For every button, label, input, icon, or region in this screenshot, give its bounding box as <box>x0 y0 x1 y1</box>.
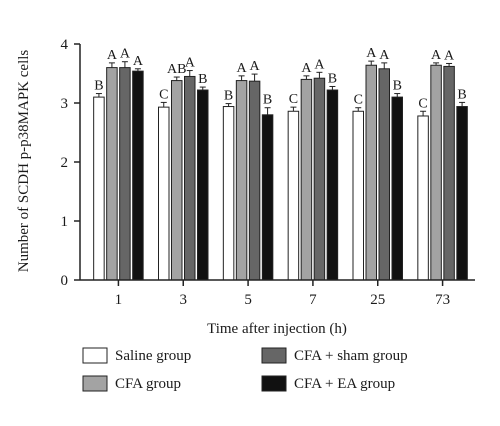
bar <box>287 110 300 281</box>
significance-label: B <box>457 87 466 102</box>
bar <box>132 70 144 281</box>
significance-label: A <box>185 56 196 71</box>
legend-label: CFA + sham group <box>294 348 408 364</box>
x-tick-label: 7 <box>309 292 317 308</box>
significance-label: B <box>94 79 103 94</box>
axes: 0 1 2 3 4 1 3 5 7 25 73 <box>61 37 475 308</box>
y-tick-label: 3 <box>61 96 69 112</box>
bar <box>313 77 326 281</box>
legend: Saline group CFA group CFA + sham group CFA… <box>82 347 408 392</box>
legend-swatch <box>261 375 287 392</box>
significance-label: A <box>444 48 455 63</box>
bar <box>261 114 274 281</box>
significance-label: A <box>133 54 144 69</box>
bar <box>235 80 248 281</box>
bar <box>326 89 339 281</box>
legend-swatch <box>82 347 108 364</box>
x-tick-label: 73 <box>435 292 450 308</box>
bar <box>222 106 235 281</box>
significance-label: B <box>224 89 233 104</box>
bar <box>119 67 131 281</box>
significance-label: A <box>301 61 312 76</box>
significance-label: C <box>159 87 168 102</box>
significance-label: B <box>393 79 402 94</box>
bar <box>171 80 183 281</box>
bar <box>184 75 196 281</box>
bar <box>430 64 442 281</box>
legend-label: CFA + EA group <box>294 376 395 392</box>
significance-label: C <box>418 96 427 111</box>
bar <box>456 106 468 281</box>
significance-label: A <box>107 48 118 63</box>
legend-item: CFA + sham group <box>261 347 408 364</box>
x-tick-label: 5 <box>244 292 252 308</box>
bar <box>352 110 364 281</box>
bar <box>443 65 455 281</box>
significance-label: B <box>328 71 337 86</box>
significance-label: C <box>354 93 363 108</box>
legend-swatch <box>261 347 287 364</box>
bar <box>417 115 429 281</box>
legend-item: CFA group <box>82 375 181 392</box>
significance-label: A <box>237 61 248 76</box>
x-axis-label: Time after injection (h) <box>207 321 347 337</box>
significance-label: A <box>314 57 325 72</box>
significance-label: B <box>263 93 272 108</box>
significance-label: A <box>120 47 131 62</box>
y-tick-label: 1 <box>61 214 69 230</box>
significance-label: A <box>366 46 377 61</box>
legend-swatch <box>82 375 108 392</box>
bar <box>365 64 377 281</box>
bar <box>197 89 209 281</box>
y-tick-label: 0 <box>61 273 69 289</box>
bar <box>300 78 313 281</box>
bar <box>391 96 403 281</box>
x-tick-label: 25 <box>370 292 385 308</box>
significance-label: C <box>289 92 298 107</box>
bar <box>378 68 390 281</box>
legend-label: Saline group <box>115 348 191 364</box>
y-tick-label: 4 <box>61 37 69 53</box>
legend-label: CFA group <box>115 376 181 392</box>
y-axis-label: Number of SCDH p-p38MAPK cells <box>16 50 32 273</box>
x-tick-label: 3 <box>180 292 188 308</box>
bar <box>158 106 170 281</box>
legend-item: Saline group <box>82 347 191 364</box>
significance-label: A <box>250 59 261 74</box>
x-tick-label: 1 <box>115 292 123 308</box>
bar <box>248 80 261 281</box>
significance-label: A <box>431 48 442 63</box>
y-tick-label: 2 <box>61 155 69 171</box>
bar <box>93 96 105 281</box>
significance-label: AB <box>167 62 186 77</box>
legend-item: CFA + EA group <box>261 375 395 392</box>
bar <box>106 67 118 281</box>
significance-label: B <box>198 72 207 87</box>
significance-label: A <box>379 48 390 63</box>
